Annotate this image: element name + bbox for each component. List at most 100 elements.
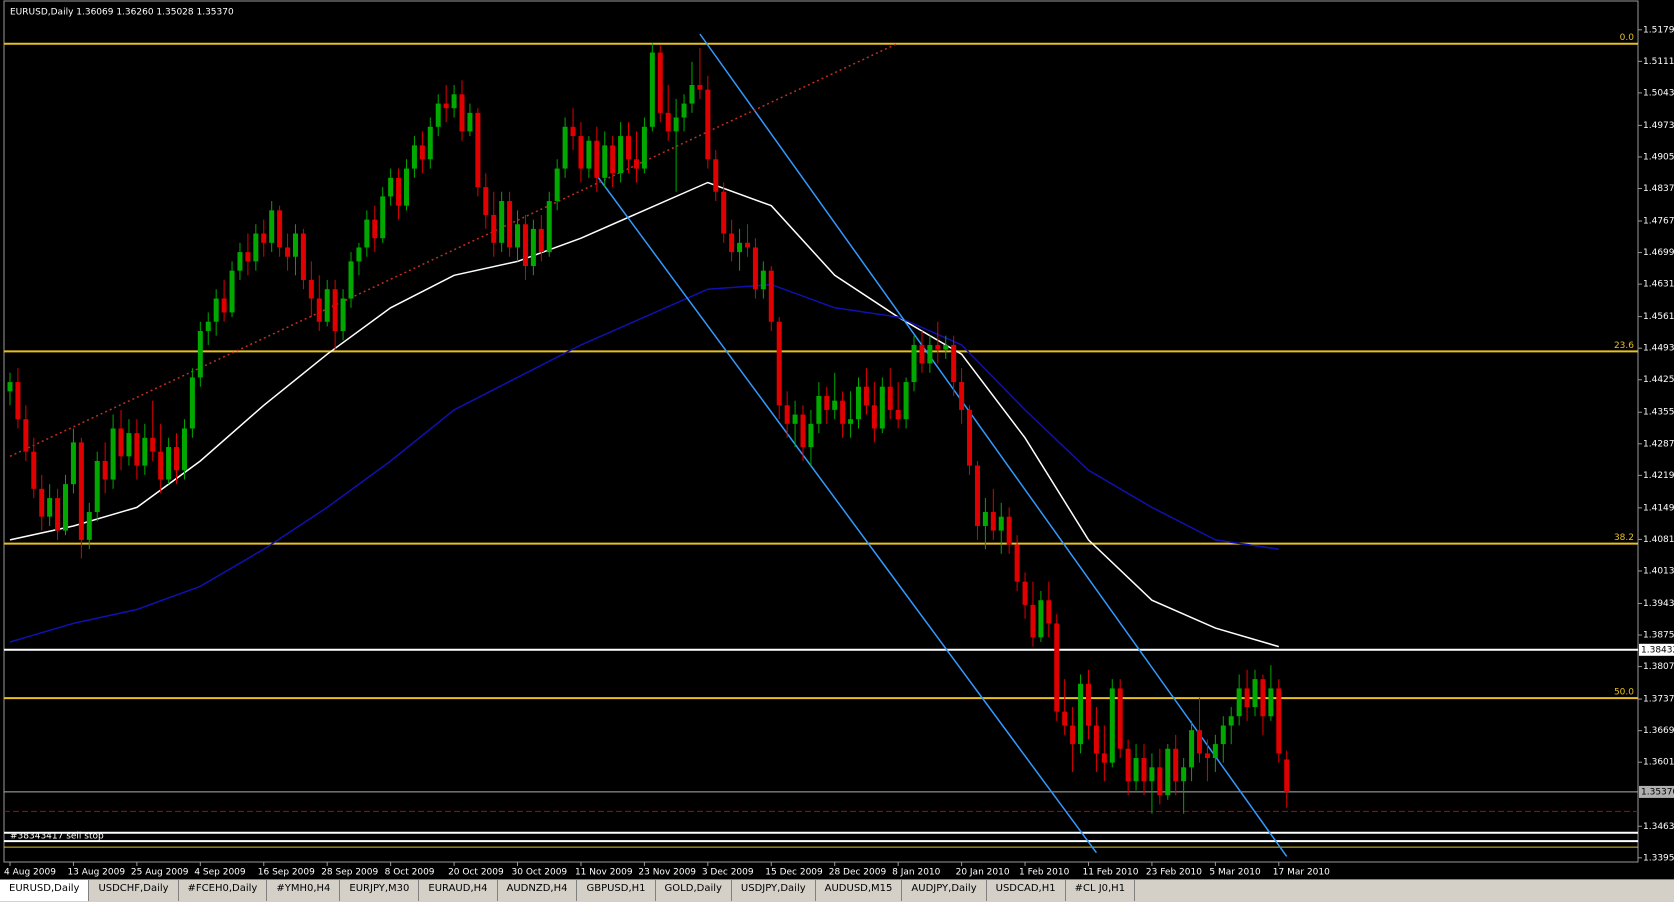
candle-body: [768, 270, 774, 322]
y-tick-label: 1.46990: [1643, 248, 1674, 258]
candle-body: [205, 321, 211, 332]
x-tick-label: 1 Feb 2010: [1019, 868, 1070, 878]
candle-body: [1244, 688, 1250, 707]
chart-tab[interactable]: AUDJPY,Daily: [902, 880, 987, 901]
candle-body: [55, 498, 61, 531]
candle-body: [562, 126, 568, 169]
chart-tab[interactable]: GOLD,Daily: [656, 880, 732, 901]
candle-body: [610, 145, 616, 174]
price-label-box: [1639, 785, 1674, 798]
candle-body: [705, 89, 711, 160]
candle-body: [840, 400, 846, 424]
candle-body: [499, 201, 505, 243]
candle-body: [1117, 688, 1123, 749]
y-tick-label: 1.45610: [1643, 312, 1674, 322]
candle-body: [1022, 581, 1028, 605]
chart-tab[interactable]: USDJPY,Daily: [732, 880, 816, 901]
x-tick-label: 28 Dec 2009: [829, 868, 887, 878]
chart-tab[interactable]: #CL J0,H1: [1066, 880, 1136, 901]
candle-body: [982, 512, 988, 526]
y-tick-label: 1.36010: [1643, 758, 1674, 768]
candle-body: [1173, 748, 1179, 782]
indicator-line: [596, 175, 1098, 854]
chart-tab[interactable]: USDCAD,H1: [987, 880, 1066, 901]
fib-label: 50.0: [1614, 688, 1634, 698]
candle-body: [713, 159, 719, 192]
candle-body: [935, 344, 941, 350]
candle-body: [23, 419, 29, 452]
candle-body: [990, 512, 996, 531]
candle-body: [808, 423, 814, 448]
indicator-line: [699, 33, 1288, 857]
candle-body: [285, 247, 291, 257]
x-tick-label: 30 Oct 2009: [512, 868, 568, 878]
y-tick-label: 1.47670: [1643, 217, 1674, 227]
chart-tab[interactable]: EURAUD,H4: [419, 880, 498, 901]
candle-body: [1109, 688, 1115, 763]
candle-body: [110, 428, 116, 480]
candle-body: [396, 177, 402, 206]
chart-tab[interactable]: AUDUSD,M15: [816, 880, 903, 901]
candle-body: [856, 386, 862, 420]
candle-body: [221, 298, 227, 313]
candle-body: [261, 233, 267, 243]
candle-body: [792, 414, 798, 424]
chart-tab[interactable]: GBPUSD,H1: [577, 880, 656, 901]
fib-label: 23.6: [1614, 341, 1634, 351]
chart-tab[interactable]: #YMH0,H4: [267, 880, 341, 901]
y-tick-label: 1.49050: [1643, 152, 1674, 162]
candle-body: [602, 145, 608, 178]
x-tick-label: 3 Dec 2009: [702, 868, 754, 878]
candle-body: [1220, 725, 1226, 745]
y-tick-label: 1.41490: [1643, 503, 1674, 513]
candle-body: [86, 512, 92, 540]
candle-body: [475, 112, 481, 188]
candle-body: [1276, 688, 1282, 754]
candle-body: [594, 140, 600, 178]
fib-label: 38.2: [1614, 533, 1634, 543]
chart-tab[interactable]: USDCHF,Daily: [89, 880, 179, 901]
candle-body: [197, 331, 203, 378]
x-tick-label: 23 Nov 2009: [638, 868, 696, 878]
indicator-line: [9, 283, 1279, 643]
candle-body: [657, 52, 663, 113]
candle-body: [1236, 688, 1242, 717]
candle-body: [911, 344, 917, 383]
candle-body: [1070, 725, 1076, 745]
chart-tab[interactable]: #FCEH0,Daily: [179, 880, 268, 901]
candle-body: [943, 344, 949, 350]
candle-body: [522, 224, 528, 267]
candle-body: [1228, 716, 1234, 726]
chart-tab[interactable]: EURJPY,M30: [340, 880, 420, 901]
chart: EURUSD,Daily 1.36069 1.36260 1.35028 1.3…: [3, 0, 1674, 878]
chart-tab[interactable]: AUDNZD,H4: [498, 880, 578, 901]
candle-body: [1038, 600, 1044, 638]
candle-body: [372, 219, 378, 239]
candle-body: [1284, 759, 1290, 792]
candle-body: [618, 136, 624, 174]
candle-body: [919, 344, 925, 364]
candle-body: [316, 298, 322, 322]
candle-body: [70, 442, 76, 485]
candle-body: [427, 126, 433, 160]
y-tick-label: 1.49730: [1643, 121, 1674, 131]
price-label: 1.35370: [1641, 787, 1674, 797]
chart-tab[interactable]: EURUSD,Daily: [0, 880, 90, 901]
y-tick-label: 1.38750: [1643, 631, 1674, 641]
candle-body: [308, 279, 314, 299]
candle-body: [166, 447, 172, 480]
candle-body: [697, 85, 703, 90]
candle-body: [7, 382, 13, 392]
candle-body: [388, 177, 394, 197]
x-tick-label: 23 Feb 2010: [1146, 868, 1202, 878]
candle-body: [1141, 758, 1147, 782]
y-tick-label: 1.42190: [1643, 471, 1674, 481]
candle-body: [1093, 725, 1099, 754]
candle-body: [300, 233, 306, 280]
candle-body: [181, 428, 187, 471]
y-tick-label: 1.40130: [1643, 566, 1674, 576]
candle-body: [158, 451, 164, 480]
x-tick-label: 5 Mar 2010: [1209, 868, 1261, 878]
candle-body: [515, 224, 521, 248]
